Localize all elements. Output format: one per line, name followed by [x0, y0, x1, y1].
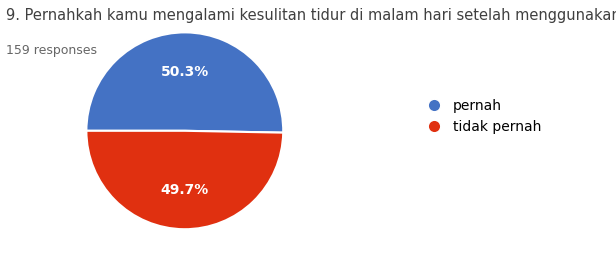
Text: 9. Pernahkah kamu mengalami kesulitan tidur di malam hari setelah menggunakan me: 9. Pernahkah kamu mengalami kesulitan ti…	[6, 8, 616, 23]
Wedge shape	[86, 32, 283, 133]
Text: 50.3%: 50.3%	[161, 65, 209, 79]
Wedge shape	[86, 131, 283, 229]
Text: 49.7%: 49.7%	[160, 183, 208, 197]
Legend: pernah, tidak pernah: pernah, tidak pernah	[414, 93, 547, 140]
Text: 159 responses: 159 responses	[6, 44, 97, 57]
